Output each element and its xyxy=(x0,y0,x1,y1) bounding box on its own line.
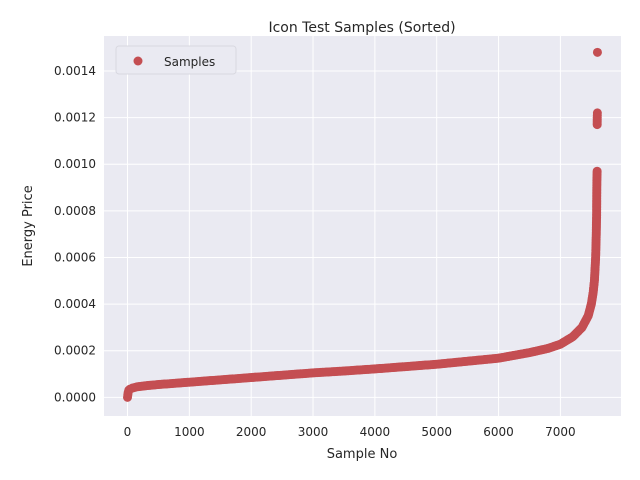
y-tick-label: 0.0006 xyxy=(54,250,96,264)
y-tick-label: 0.0012 xyxy=(54,111,96,125)
y-tick-label: 0.0000 xyxy=(54,390,96,404)
x-tick-labels: 0 1000 2000 3000 4000 5000 6000 7000 xyxy=(124,425,576,439)
x-tick-label: 4000 xyxy=(360,425,391,439)
chart-title: Icon Test Samples (Sorted) xyxy=(268,20,455,36)
data-points xyxy=(123,47,602,402)
x-tick-label: 0 xyxy=(124,425,132,439)
x-tick-label: 3000 xyxy=(298,425,329,439)
legend: Samples xyxy=(115,45,237,75)
y-tick-label: 0.0004 xyxy=(54,297,96,311)
legend-box xyxy=(115,45,237,75)
x-tick-label: 5000 xyxy=(421,425,452,439)
y-tick-label: 0.0002 xyxy=(54,344,96,358)
x-tick-label: 2000 xyxy=(236,425,267,439)
plot-background xyxy=(104,36,621,416)
data-point xyxy=(592,47,602,57)
x-axis-label: Sample No xyxy=(327,447,398,462)
y-tick-label: 0.0010 xyxy=(54,157,96,171)
legend-marker xyxy=(133,56,143,66)
y-axis-label: Energy Price xyxy=(21,185,36,266)
y-tick-label: 0.0008 xyxy=(54,204,96,218)
data-point xyxy=(592,108,602,118)
x-tick-label: 7000 xyxy=(545,425,576,439)
y-tick-label: 0.0014 xyxy=(54,64,96,78)
x-tick-label: 1000 xyxy=(174,425,205,439)
x-tick-label: 6000 xyxy=(483,425,514,439)
legend-label-samples: Samples xyxy=(164,55,215,69)
grid-lines xyxy=(104,36,621,416)
y-tick-labels: 0.0000 0.0002 0.0004 0.0006 0.0008 0.0010 0.00… xyxy=(54,64,96,404)
data-point xyxy=(592,166,602,176)
